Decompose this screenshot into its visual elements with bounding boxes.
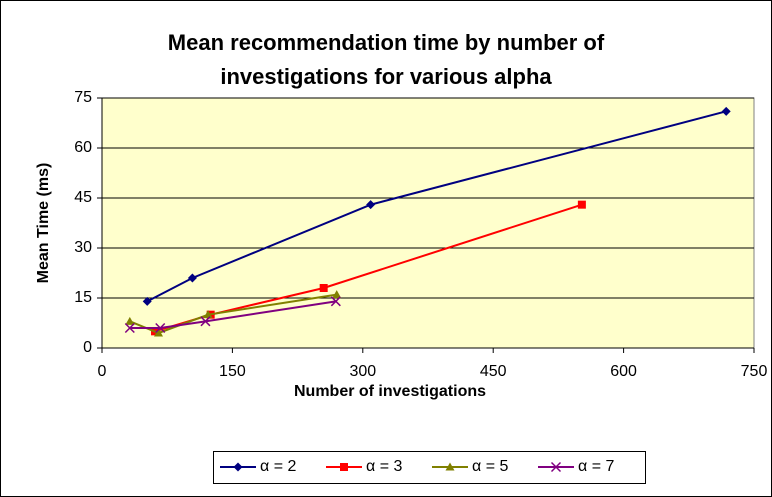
marker bbox=[366, 200, 376, 210]
marker bbox=[203, 310, 213, 319]
chart-title: investigations for various alpha bbox=[220, 64, 552, 89]
y-tick-label: 0 bbox=[83, 339, 92, 356]
marker bbox=[721, 106, 731, 116]
legend-label: α = 5 bbox=[472, 458, 508, 475]
marker bbox=[200, 316, 211, 327]
marker bbox=[154, 328, 164, 337]
legend-marker bbox=[233, 462, 243, 472]
x-tick-label: 750 bbox=[741, 363, 768, 380]
marker bbox=[332, 290, 342, 299]
plot-area bbox=[101, 97, 755, 349]
x-axis-label: Number of investigations bbox=[294, 383, 486, 400]
x-tick-label: 600 bbox=[610, 363, 637, 380]
x-tick-label: 0 bbox=[98, 363, 107, 380]
series-line bbox=[146, 110, 727, 303]
y-tick-label: 30 bbox=[74, 239, 92, 256]
marker bbox=[155, 322, 166, 334]
x-tick-label: 300 bbox=[349, 363, 376, 380]
chart-title: Mean recommendation time by number of bbox=[168, 30, 605, 55]
y-axis-label: Mean Time (ms) bbox=[35, 163, 52, 284]
y-tick-label: 75 bbox=[74, 89, 92, 106]
marker bbox=[142, 296, 152, 306]
legend-marker bbox=[445, 462, 455, 471]
y-tick-label: 60 bbox=[74, 139, 92, 156]
marker bbox=[577, 200, 586, 209]
marker bbox=[125, 316, 135, 325]
legend-label: α = 7 bbox=[578, 458, 614, 475]
legend-label: α = 2 bbox=[260, 458, 296, 475]
y-tick-label: 45 bbox=[74, 189, 92, 206]
x-tick-label: 450 bbox=[480, 363, 507, 380]
legend-label: α = 3 bbox=[366, 458, 402, 475]
series-line bbox=[129, 300, 337, 329]
legend-marker bbox=[550, 461, 562, 473]
y-tick-label: 15 bbox=[74, 289, 92, 306]
marker bbox=[187, 273, 197, 283]
legend-marker bbox=[340, 463, 348, 471]
marker bbox=[330, 296, 341, 307]
marker bbox=[124, 322, 135, 334]
marker bbox=[319, 284, 328, 292]
x-tick-label: 150 bbox=[219, 363, 246, 380]
